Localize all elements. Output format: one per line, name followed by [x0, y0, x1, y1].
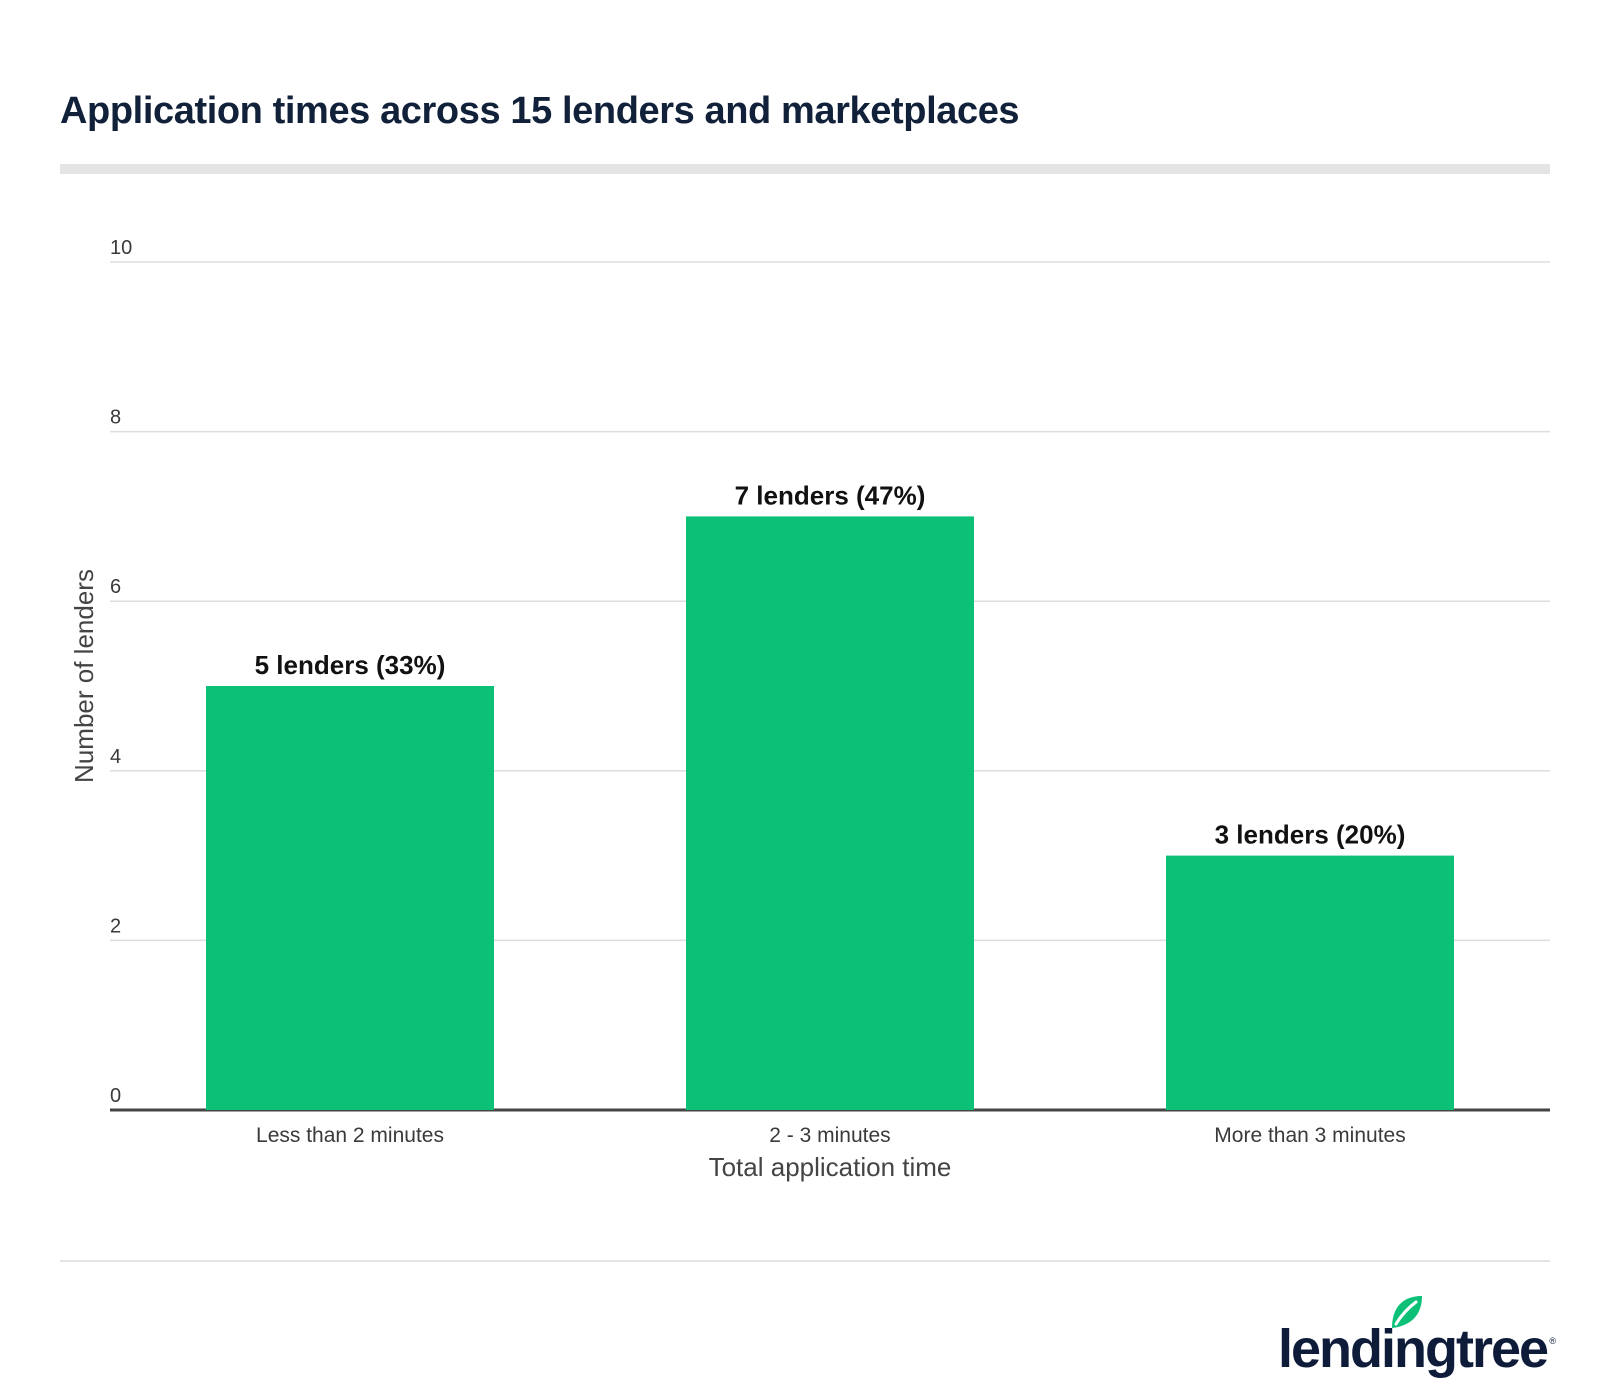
x-tick-label: Less than 2 minutes [256, 1124, 444, 1147]
data-label: 7 lenders (47%) [735, 480, 926, 510]
brand-wordmark: lendingtree [1278, 1319, 1549, 1379]
y-tick-label: 10 [110, 237, 132, 259]
y-tick-label: 6 [110, 576, 121, 598]
footer-divider [60, 1260, 1550, 1262]
data-label: 5 lenders (33%) [255, 650, 446, 680]
bar [1166, 855, 1454, 1110]
y-tick-label: 0 [110, 1085, 121, 1107]
x-tick-label: 2 - 3 minutes [769, 1124, 890, 1147]
bar [686, 516, 974, 1110]
y-tick-label: 8 [110, 407, 121, 429]
y-tick-label: 2 [110, 915, 121, 937]
x-axis-ticks: Less than 2 minutes 2 - 3 minutes More tha… [256, 1124, 1406, 1147]
leaf-icon [1392, 1296, 1422, 1328]
registered-mark: ® [1549, 1336, 1556, 1346]
bar [206, 686, 494, 1110]
data-label: 3 lenders (20%) [1215, 820, 1406, 850]
chart-title: Application times across 15 lenders and … [60, 90, 1020, 132]
y-axis-ticks: 0 2 4 6 8 10 [110, 237, 132, 1107]
title-divider [60, 164, 1550, 174]
bars [206, 516, 1454, 1110]
y-tick-label: 4 [110, 746, 121, 768]
x-axis-label: Total application time [709, 1152, 952, 1182]
bar-chart: 0 2 4 6 8 10 5 lenders (33%) 7 lenders (47%) 3 … [69, 237, 1550, 1182]
data-labels: 5 lenders (33%) 7 lenders (47%) 3 lenders … [255, 480, 1406, 849]
lendingtree-logo: lendingtree ® [1270, 1292, 1560, 1376]
x-tick-label: More than 3 minutes [1214, 1124, 1405, 1147]
y-axis-label: Number of lenders [69, 569, 99, 783]
